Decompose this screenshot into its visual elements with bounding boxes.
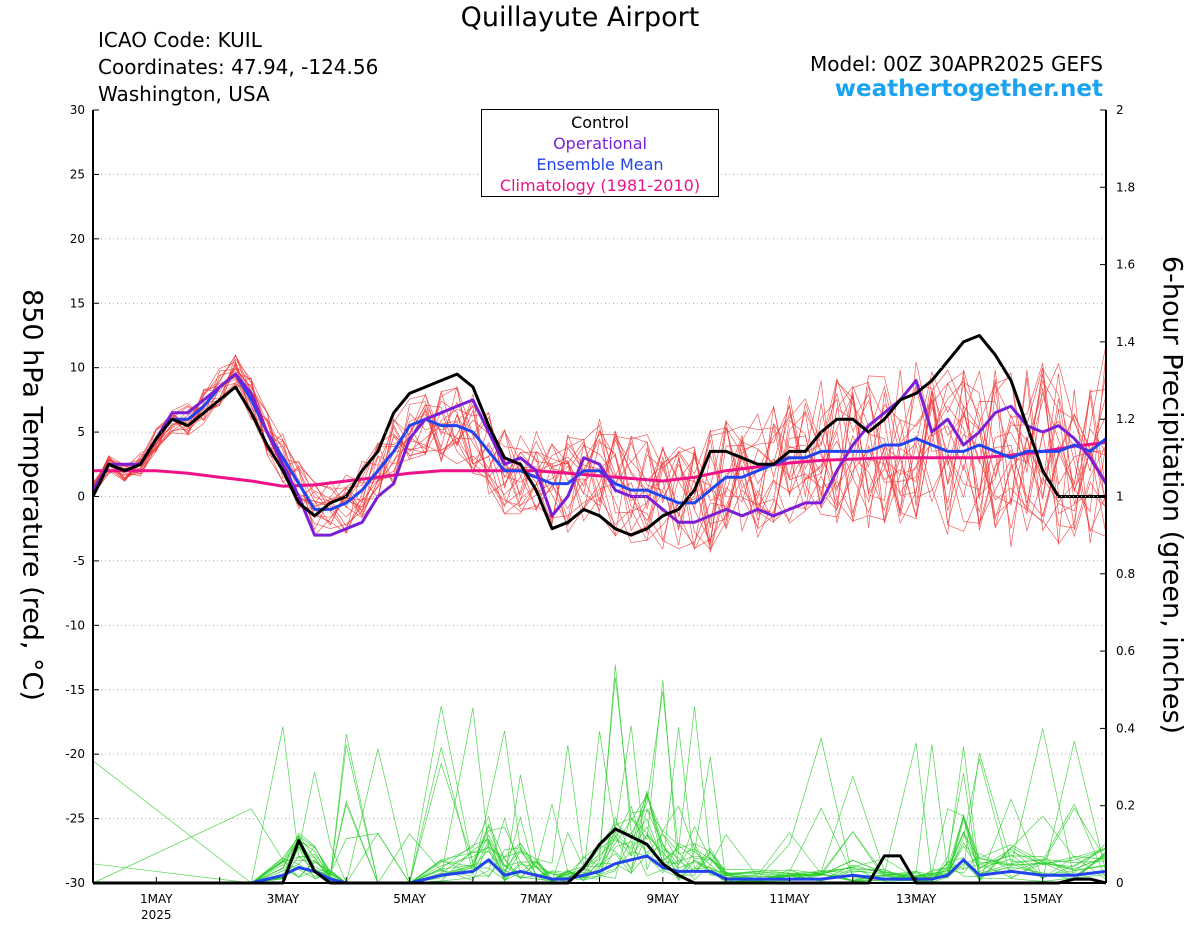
temp-control-line [91,334,1106,537]
y-tick-label-right: 0.4 [1116,721,1135,735]
y-tick-label-left: 25 [70,167,85,181]
coordinates: Coordinates: 47.94, -124.56 [98,55,379,79]
y-tick-label-right: 0.2 [1116,799,1135,813]
y-tick-label-right: 1.2 [1116,412,1135,426]
temperature-member-line [92,354,1107,544]
x-tick-label: 9MAY [647,892,680,906]
site-link[interactable]: weathertogether.net [834,76,1103,102]
chart-title: Quillayute Airport [460,2,700,33]
region: Washington, USA [98,82,270,106]
temperature-member-line [92,368,1107,544]
precipitation-member-line [93,726,1107,884]
x-tick-label: 13MAY [896,892,937,906]
y-tick-label-right: 1.8 [1116,180,1135,194]
x-year-label: 2025 [141,908,172,922]
temperature-member-line [92,367,1107,519]
x-tick-label: 7MAY [520,892,553,906]
y-tick-label-right: 1 [1116,490,1124,504]
series-lines [91,334,1108,885]
precipitation-member-line [92,706,1107,884]
y-tick-label-left: 5 [77,425,85,439]
legend-climatology: Climatology (1981-2010) [499,176,701,195]
y-tick-label-right: 0.6 [1116,644,1135,658]
precipitation-member-line [93,756,1107,884]
x-tick-label: 11MAY [769,892,810,906]
x-tick-label: 5MAY [393,892,426,906]
y-tick-label-left: -15 [65,683,85,697]
model-run: Model: 00Z 30APR2025 GEFS [810,52,1103,76]
y-tick-label-left: 20 [70,232,85,246]
temp-operational-line [91,372,1108,537]
y-tick-label-left: -10 [65,618,85,632]
tick-labels: 302520151050-5-10-15-20-25-3021.81.61.41… [65,103,1135,922]
ensemble-members [92,345,1107,884]
y-tick-label-left: 10 [70,361,85,375]
y-tick-label-right: 2 [1116,103,1124,117]
icao-code: ICAO Code: KUIL [98,28,262,52]
y-tick-label-left: -25 [65,812,85,826]
y-tick-label-left: 0 [77,490,85,504]
precipitation-member-line [93,748,1107,884]
y-tick-label-right: 0 [1116,876,1124,890]
y-axis-label-right: 6-hour Precipitation (green, inches) [1156,255,1188,735]
legend: Control Operational Ensemble Mean Climat… [481,109,719,197]
legend-control: Control [571,113,629,132]
axes [92,109,1107,884]
y-tick-label-left: -20 [65,747,85,761]
legend-operational: Operational [553,134,647,153]
y-tick-label-right: 1.4 [1116,335,1135,349]
x-tick-label: 1MAY [140,892,173,906]
temp-climatology-line [93,440,1107,488]
y-tick-label-right: 0.8 [1116,567,1135,581]
y-tick-label-left: -5 [73,554,85,568]
y-axis-label-left: 850 hPa Temperature (red, °C) [16,289,48,701]
x-tick-label: 15MAY [1023,892,1064,906]
temperature-member-line [92,360,1107,550]
y-tick-label-left: 15 [70,296,85,310]
legend-ensemble-mean: Ensemble Mean [536,155,664,174]
x-tick-label: 3MAY [267,892,300,906]
y-tick-label-left: 30 [70,103,85,117]
y-tick-label-left: -30 [65,876,85,890]
y-tick-label-right: 1.6 [1116,258,1135,272]
